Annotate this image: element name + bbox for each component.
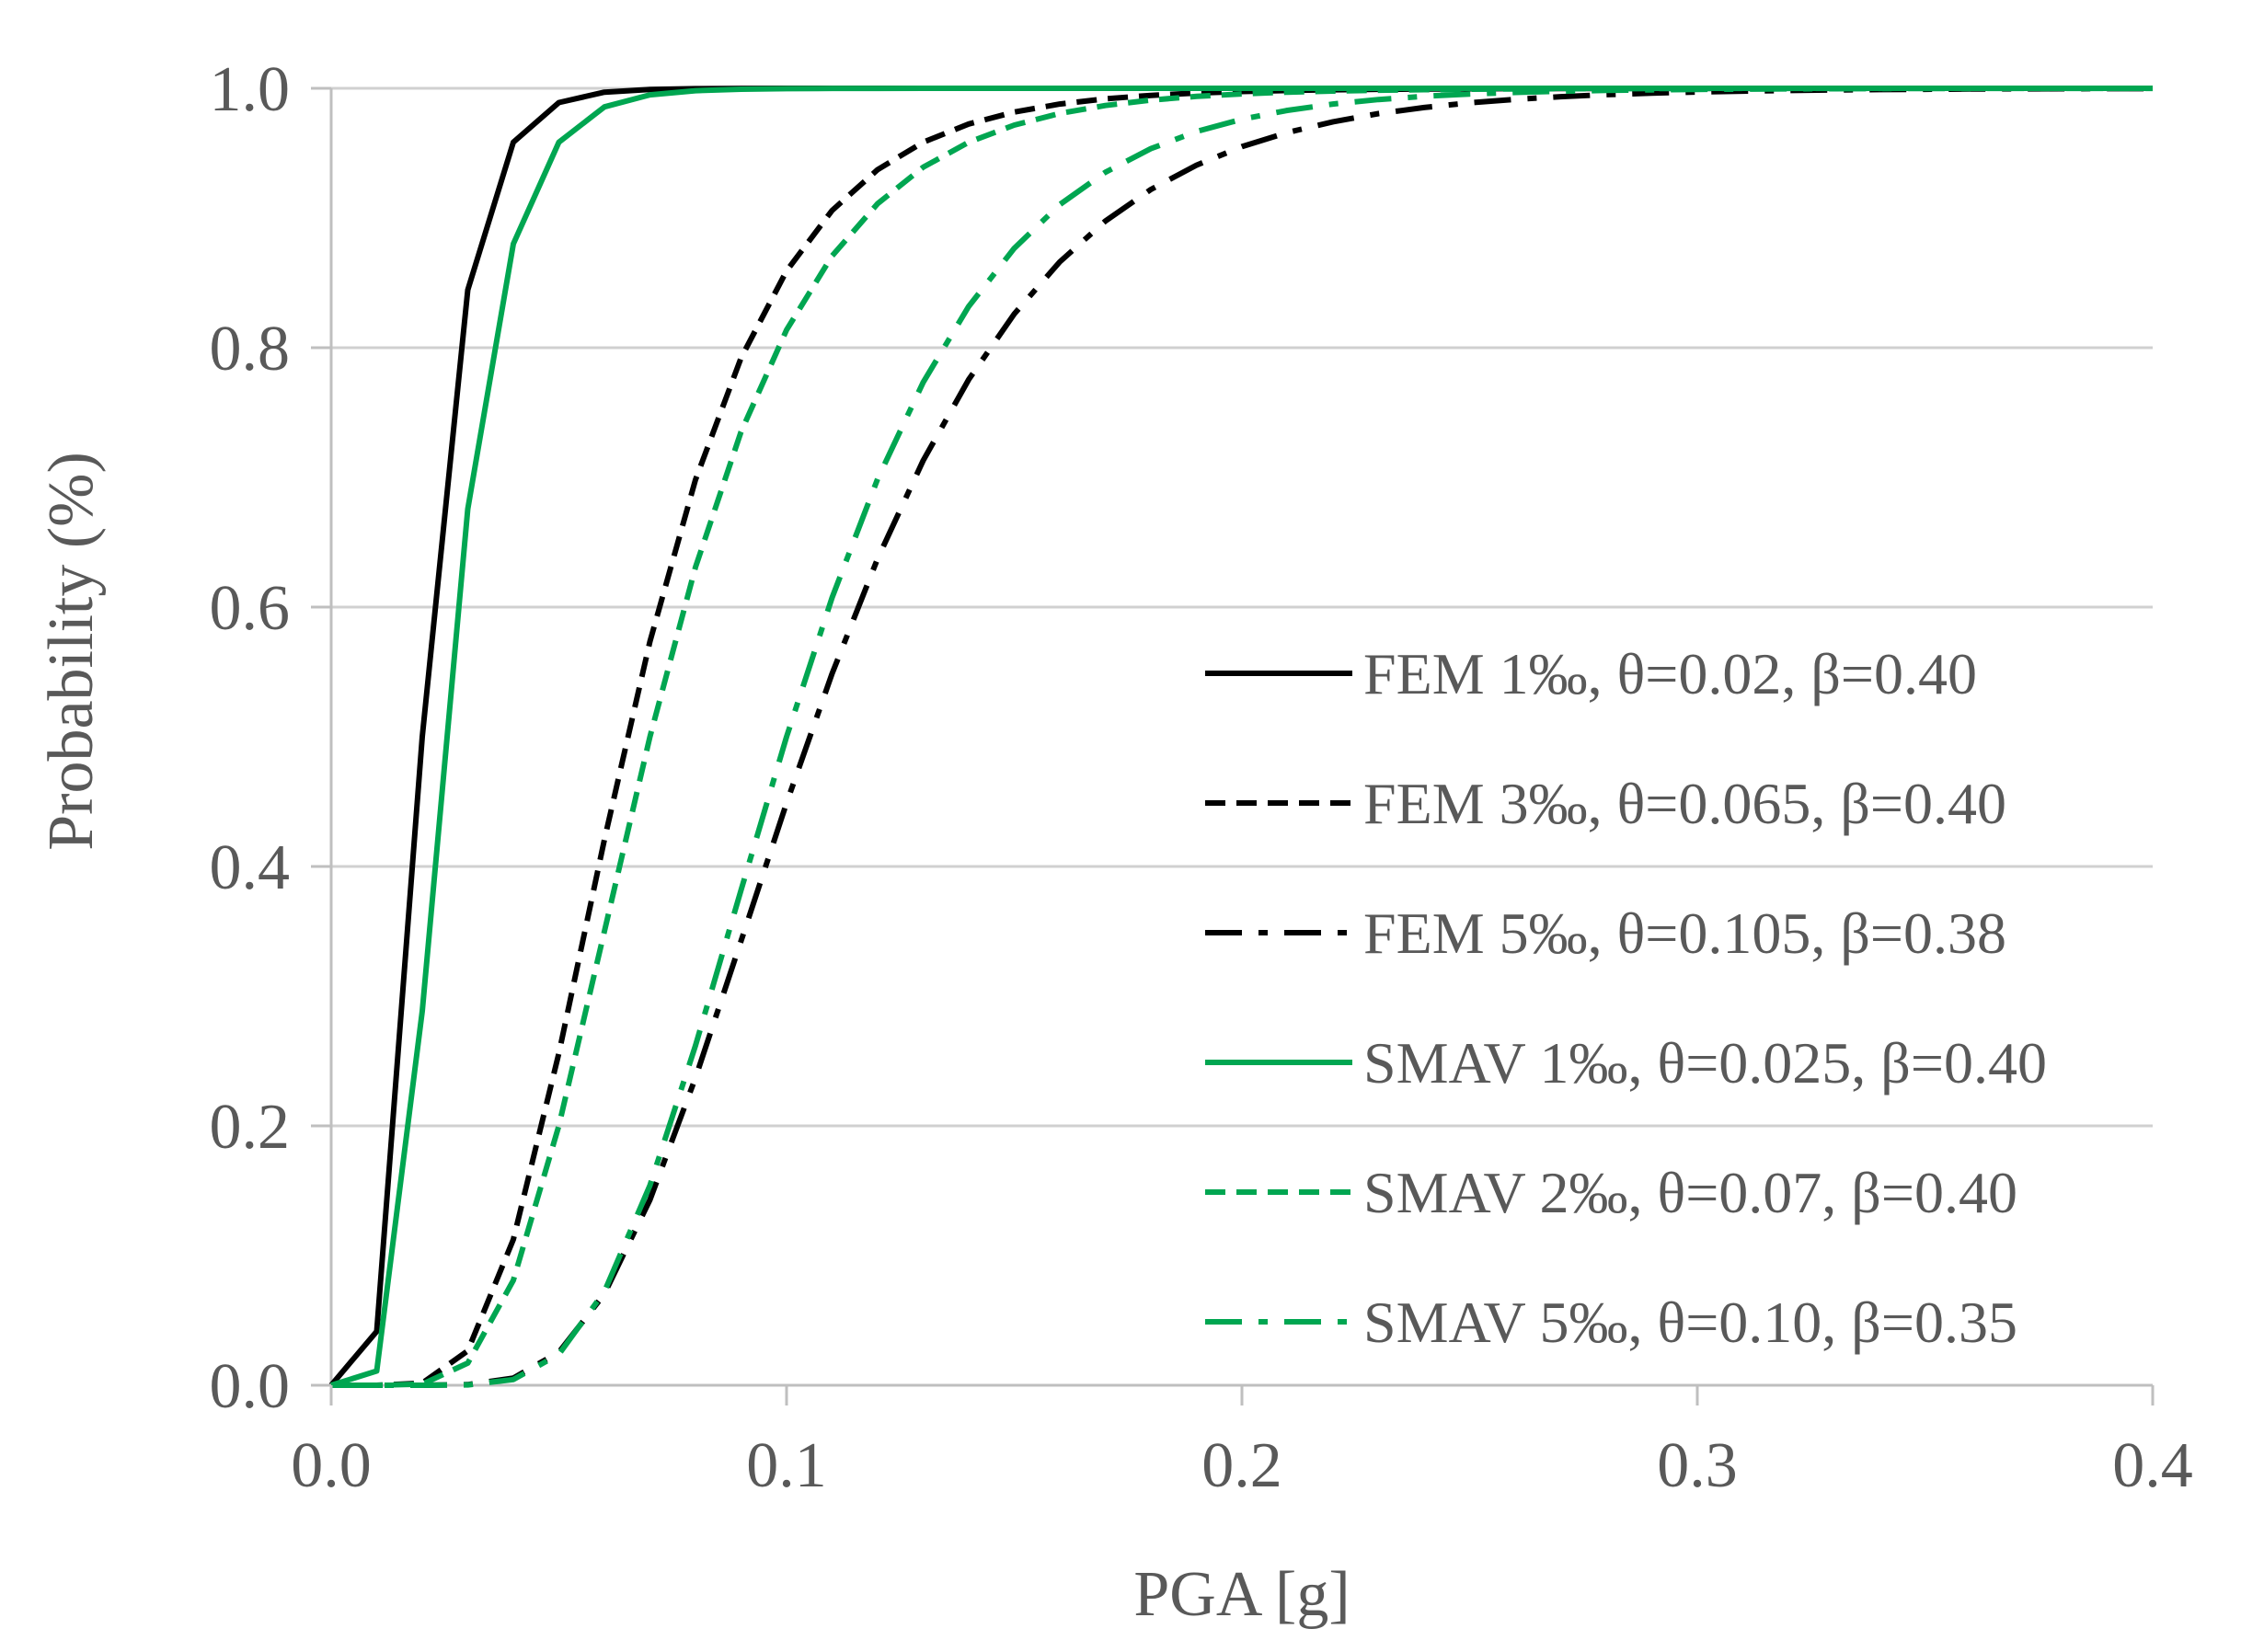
y-tick-label: 0.4	[210, 832, 291, 903]
x-tick-label: 0.4	[2112, 1430, 2193, 1501]
legend-label: SMAV 1‰, θ=0.025, β=0.40	[1363, 1030, 2047, 1096]
y-tick-label: 0.2	[210, 1092, 291, 1163]
x-tick-label: 0.3	[1657, 1430, 1738, 1501]
y-tick-label: 0.0	[210, 1351, 291, 1422]
legend-label: FEM 3‰, θ=0.065, β=0.40	[1363, 771, 2006, 836]
x-tick-label: 0.0	[291, 1430, 372, 1501]
legend-label: SMAV 5‰, θ=0.10, β=0.35	[1363, 1290, 2017, 1355]
x-tick-label: 0.2	[1201, 1430, 1282, 1501]
y-tick-label: 0.6	[210, 573, 291, 644]
y-tick-label: 0.8	[210, 314, 291, 384]
y-tick-label: 1.0	[210, 54, 291, 125]
x-axis-title: PGA [g]	[1133, 1559, 1350, 1630]
legend-label: FEM 1‰, θ=0.02, β=0.40	[1363, 641, 1977, 706]
series-line-6	[331, 86, 2153, 1388]
legend-label: SMAV 2‰, θ=0.07, β=0.40	[1363, 1160, 2017, 1225]
ticks-layer: 0.0 0.1 0.2 0.3 0.4 0.0 0.2 0.4 0.6 0.8 1.0	[210, 54, 2193, 1501]
x-tick-label: 0.1	[746, 1430, 827, 1501]
grid-layer	[331, 86, 2153, 1128]
series-line-2	[331, 86, 2153, 1388]
legend: FEM 1‰, θ=0.02, β=0.40 FEM 3‰, θ=0.065, β…	[1205, 641, 2047, 1355]
y-axis-title: Probability (%)	[36, 452, 107, 851]
series-layer	[328, 86, 2154, 1388]
legend-label: FEM 5‰, θ=0.105, β=0.38	[1363, 901, 2006, 966]
